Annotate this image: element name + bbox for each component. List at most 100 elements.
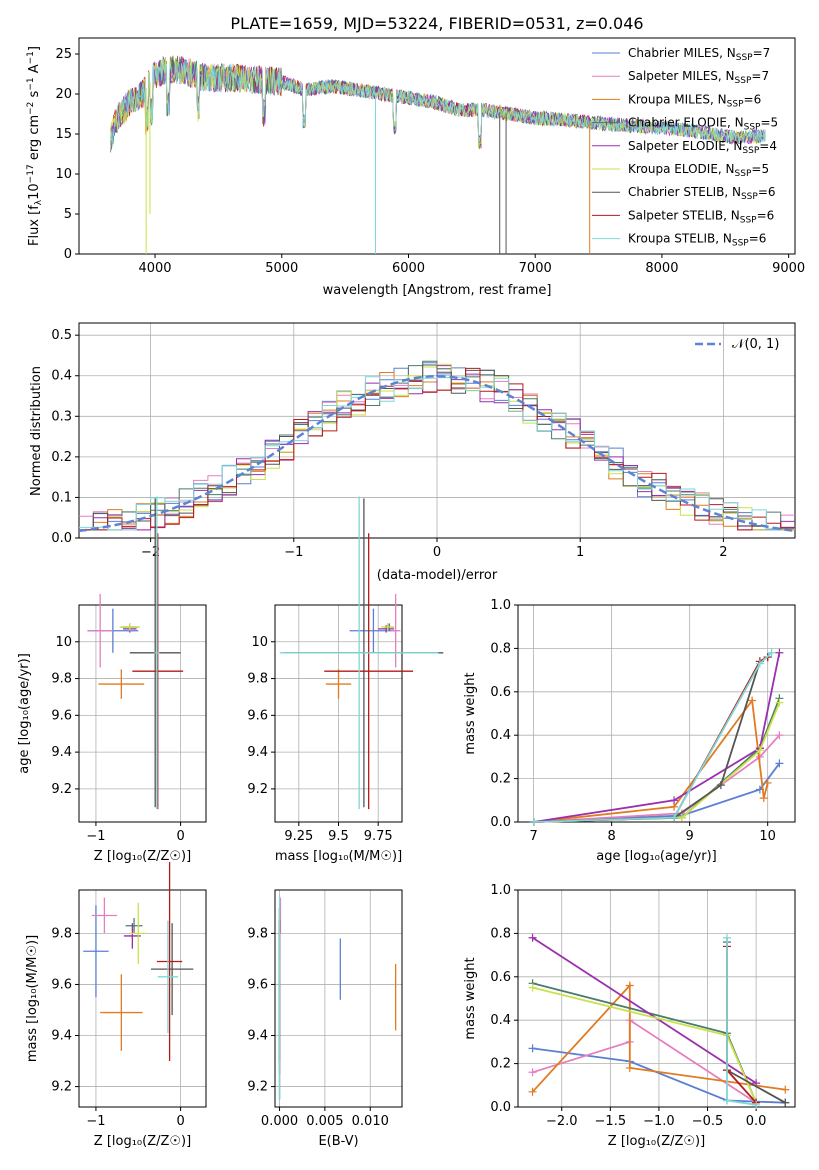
axes-mass_vs_Z: −1 0 9.2 9.4 9.6 9.8 — [51, 861, 207, 1129]
axes-mass_vs_ebv: 0.000 0.005 0.010 9.2 9.4 9.6 9.8 — [247, 889, 403, 1129]
legend-label: Salpeter MILES, NSSP=7 — [628, 69, 769, 86]
axes-spectrum: 4000 5000 6000 7000 8000 9000 0 5 10 15 20 25 — [55, 37, 805, 276]
y-tick-label: 9.2 — [247, 1080, 268, 1095]
x-tick-label: −1 — [284, 545, 303, 560]
x-tick-label: 0 — [433, 545, 441, 560]
y-tick-label: 0.0 — [490, 1100, 511, 1115]
y-tick-label: 0.4 — [490, 728, 511, 743]
y-tick-label: 10 — [55, 167, 72, 182]
x-tick-label: −1 — [86, 829, 105, 844]
y-tick-label: 9.2 — [247, 782, 268, 797]
y-tick-label: 0.6 — [490, 685, 511, 700]
data-point — [775, 648, 784, 657]
y-tick-label: 15 — [55, 127, 72, 142]
data-point — [677, 813, 686, 822]
y-tick-label: 9.4 — [51, 745, 72, 760]
x-axis-label: wavelength [Angstrom, rest frame] — [323, 283, 552, 298]
y-tick-label: 0.8 — [490, 641, 511, 656]
series-line — [532, 986, 757, 1104]
histogram-step — [79, 367, 795, 531]
data-point — [529, 818, 538, 826]
legend-label: Kroupa MILES, NSSP=6 — [628, 92, 761, 109]
data-point — [625, 1063, 634, 1072]
x-tick-label: 1 — [576, 545, 584, 560]
x-tick-label: 10 — [759, 829, 776, 844]
y-axis-label: mass weight — [463, 957, 478, 1039]
data-point — [722, 1096, 731, 1105]
y-tick-label: 9.8 — [51, 926, 72, 941]
x-tick-label: 0.000 — [261, 1114, 298, 1129]
x-tick-label: −1 — [86, 1114, 105, 1129]
y-tick-label: 9.6 — [247, 977, 268, 992]
y-tick-label: 9.6 — [51, 708, 72, 723]
data-point — [722, 933, 731, 942]
data-point — [767, 648, 776, 657]
y-tick-label: 9.6 — [247, 708, 268, 723]
data-point — [625, 981, 634, 990]
x-axis-label: Z [log₁₀(Z/Z☉)] — [94, 1134, 191, 1149]
series-line — [533, 656, 769, 823]
x-tick-label: −0.5 — [692, 1114, 724, 1129]
series-line — [532, 936, 757, 1084]
legend-label: Kroupa STELIB, NSSP=6 — [628, 232, 766, 249]
series-line — [533, 656, 769, 823]
x-tick-label: 9.5 — [328, 829, 349, 844]
y-tick-label: 25 — [55, 47, 72, 62]
y-tick-label: 0.2 — [490, 772, 511, 787]
x-tick-label: 0 — [176, 1114, 184, 1129]
data-point — [775, 698, 784, 707]
data-point — [670, 796, 679, 805]
data-point — [752, 1100, 761, 1109]
x-tick-label: −1.5 — [595, 1114, 627, 1129]
x-tick-label: 6000 — [392, 261, 425, 276]
y-tick-label: 20 — [55, 87, 72, 102]
data-point — [670, 813, 679, 822]
spectrum-legend: Chabrier MILES, NSSP=7 Salpeter MILES, NS… — [592, 46, 778, 249]
series-line — [531, 983, 786, 1093]
x-tick-label: 7 — [529, 829, 537, 844]
x-tick-label: 0.005 — [306, 1114, 343, 1129]
y-tick-label: 9.2 — [51, 1080, 72, 1095]
x-axis-label: age [log₁₀(age/yr)] — [596, 849, 717, 864]
y-tick-label: 0.4 — [490, 1013, 511, 1028]
legend-label: Chabrier ELODIE, NSSP=5 — [628, 116, 778, 133]
axes-frame — [274, 889, 403, 1108]
axes-frame — [517, 604, 796, 823]
data-point — [759, 794, 768, 803]
series-line — [533, 762, 781, 823]
data-point — [528, 983, 537, 992]
histogram-step — [79, 376, 795, 531]
data-point — [528, 933, 537, 942]
data-point — [748, 696, 757, 705]
data-point — [528, 1044, 537, 1053]
series-line — [533, 652, 773, 823]
x-tick-label: 0.010 — [352, 1114, 389, 1129]
y-tick-label: 1.0 — [490, 883, 511, 898]
x-tick-label: 9.25 — [284, 829, 313, 844]
y-tick-label: 10 — [251, 635, 268, 650]
x-tick-label: 8000 — [645, 261, 678, 276]
x-axis-label: Z [log₁₀(Z/Z☉)] — [608, 1134, 705, 1149]
y-tick-label: 0.6 — [490, 970, 511, 985]
legend-label: Salpeter ELODIE, NSSP=4 — [628, 139, 777, 156]
series-line — [533, 652, 781, 823]
x-tick-label: −2.0 — [546, 1114, 578, 1129]
x-axis-label: (data-model)/error — [377, 568, 498, 583]
legend-label: Chabrier MILES, NSSP=7 — [628, 46, 770, 63]
axes-age_vs_mass: 9.25 9.5 9.75 9.2 9.4 9.6 9.8 10 — [247, 496, 444, 844]
axes-weight_vs_Z: −2.0 −1.5 −1.0 −0.5 0.0 0.0 0.2 0.4 0.6 0.8 1.0 — [490, 883, 796, 1129]
spectrum-line — [110, 60, 766, 148]
y-tick-label: 0.0 — [490, 815, 511, 830]
y-tick-label: 10 — [55, 635, 72, 650]
x-tick-label: 9.75 — [364, 829, 393, 844]
y-tick-label: 9.2 — [51, 782, 72, 797]
y-tick-label: 0.8 — [490, 926, 511, 941]
y-tick-label: 0 — [64, 247, 72, 262]
x-axis-label: E(B-V) — [318, 1134, 358, 1149]
y-tick-label: 9.8 — [247, 672, 268, 687]
x-axis-label: Z [log₁₀(Z/Z☉)] — [94, 849, 191, 864]
axes-residuals: −2 −1 0 1 20.00.10.20.30.40.5𝒩(0, 1) — [51, 322, 796, 560]
x-tick-label: 4000 — [138, 261, 171, 276]
axes-age_vs_Z: −1 0 9.2 9.4 9.6 9.8 10 — [51, 496, 207, 844]
